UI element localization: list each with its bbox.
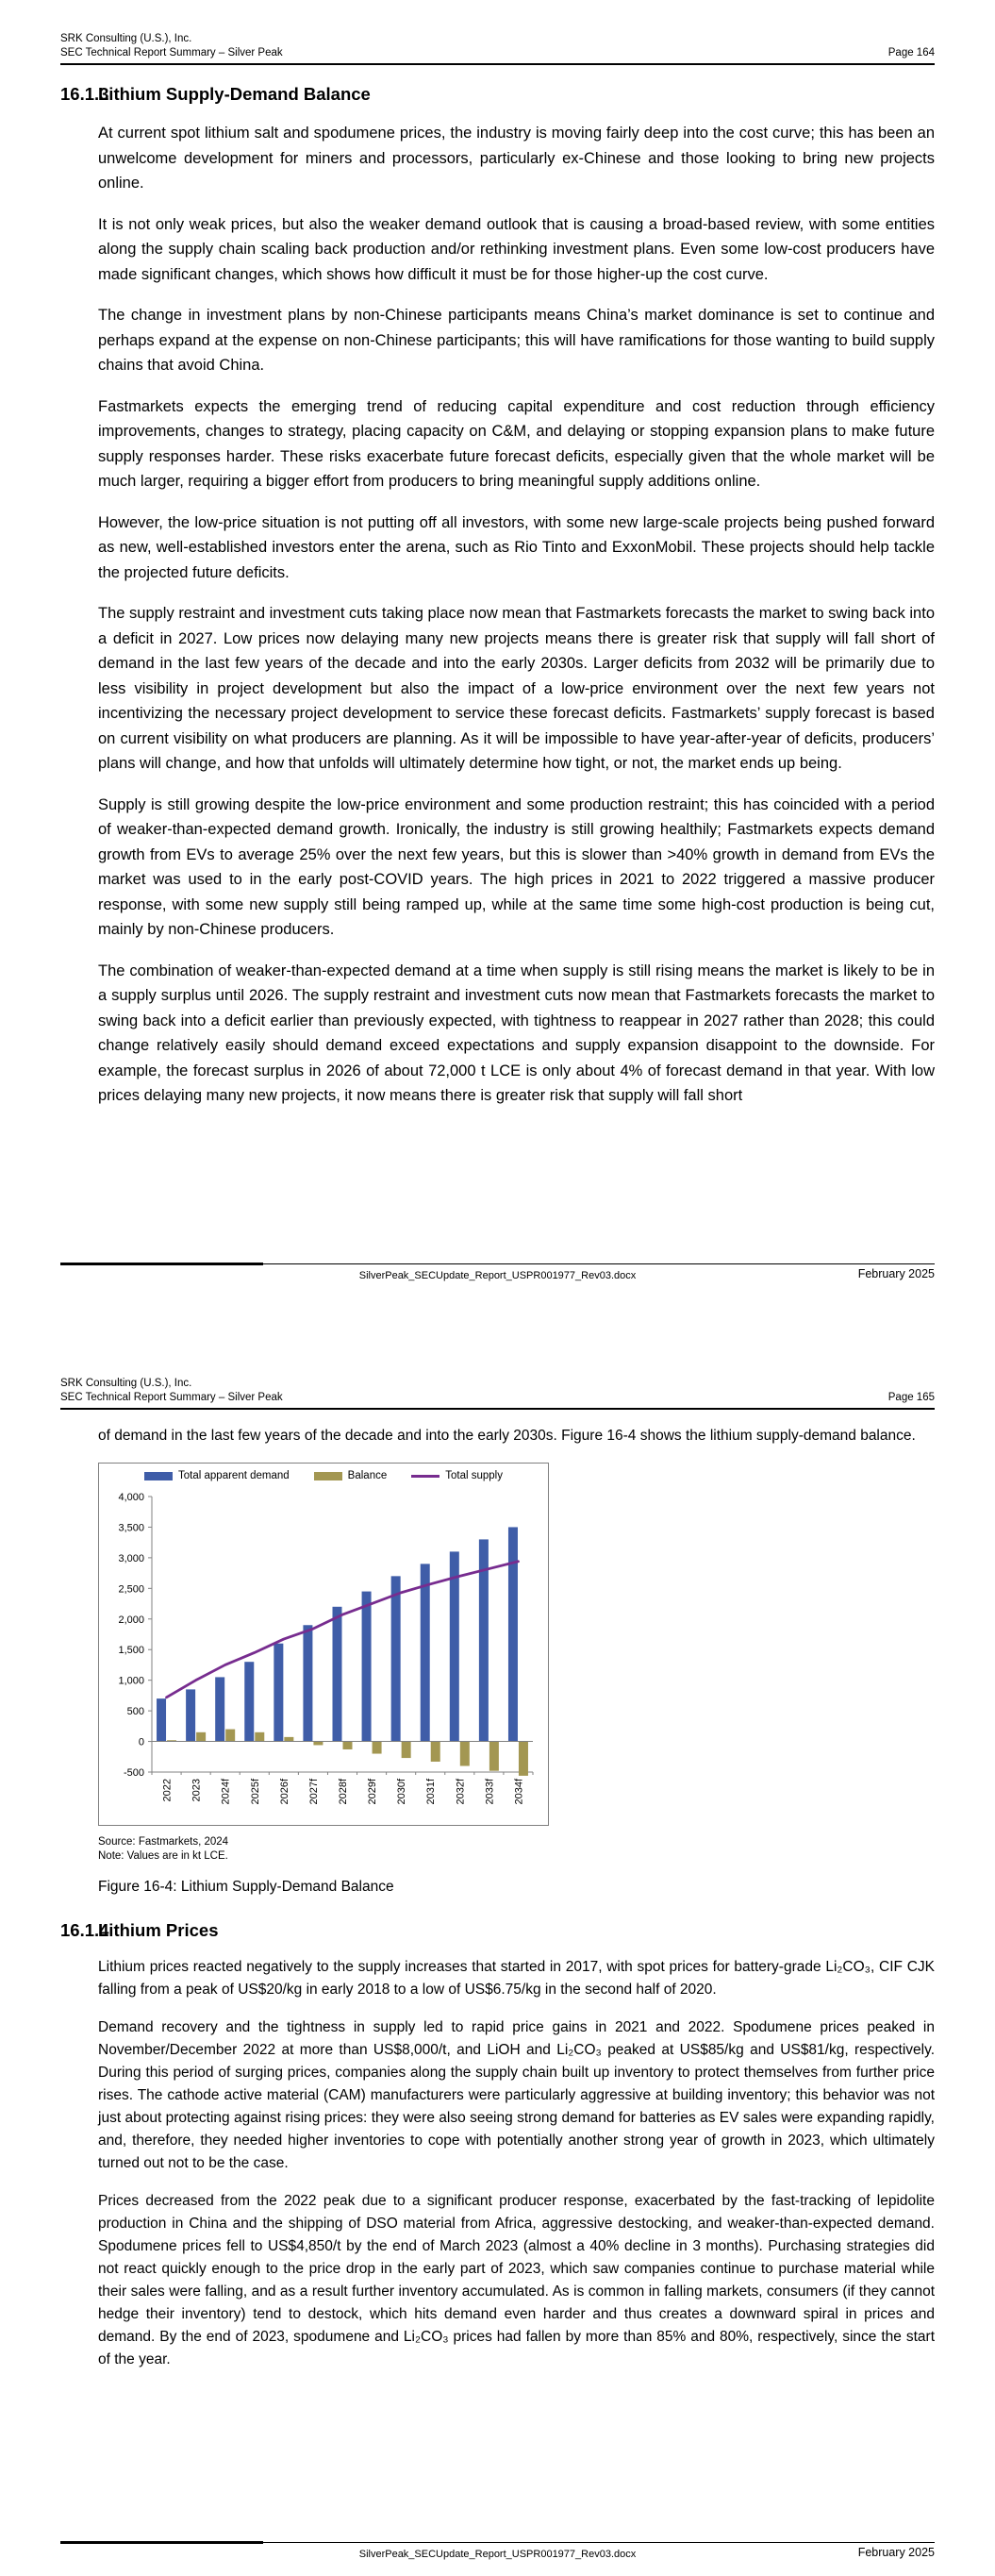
figure-note: Note: Values are in kt LCE. xyxy=(98,1850,228,1862)
svg-text:2028f: 2028f xyxy=(338,1778,349,1804)
page-header: SRK Consulting (U.S.), Inc. SEC Technica… xyxy=(60,1377,935,1410)
legend-bar-swatch xyxy=(313,1471,342,1480)
svg-text:3,500: 3,500 xyxy=(118,1522,144,1533)
supply-demand-chart: Total apparent demand Balance Total supply… xyxy=(98,1463,549,1826)
svg-text:2,500: 2,500 xyxy=(118,1583,144,1595)
paragraph: Supply is still growing despite the low-… xyxy=(98,795,935,939)
paragraph: It is not only weak prices, but also the… xyxy=(98,215,935,283)
paragraph: Prices decreased from the 2022 peak due … xyxy=(98,2193,935,2367)
svg-text:0: 0 xyxy=(139,1737,144,1748)
svg-text:2032f: 2032f xyxy=(455,1778,466,1804)
legend-item: Balance xyxy=(313,1470,388,1481)
page-165: SRK Consulting (U.S.), Inc. SEC Technica… xyxy=(0,1345,995,2576)
chart-svg: -500 0 500 1,000 1,500 2,000 2,500 3,000 3,500 4,… xyxy=(118,1492,534,1805)
paragraph: Demand recovery and the tightness in sup… xyxy=(98,2019,935,2171)
section-16-1-4-body: Lithium prices reacted negatively to the… xyxy=(60,1941,935,2371)
paragraph: The change in investment plans by non-Ch… xyxy=(98,307,935,374)
section-16-1-3-body: At current spot lithium salt and spodume… xyxy=(60,105,935,1109)
header-report-title: SEC Technical Report Summary – Silver Pe… xyxy=(60,1392,283,1403)
footer-filename: SilverPeak_SECUpdate_Report_USPR001977_R… xyxy=(358,1270,637,1281)
footer-date: February 2025 xyxy=(857,1267,935,1280)
section-title: Lithium Prices xyxy=(98,1920,219,1940)
section-heading-16-1-4: 16.1.4 Lithium Prices xyxy=(60,1920,935,1941)
svg-text:2031f: 2031f xyxy=(425,1778,437,1804)
legend-line-swatch xyxy=(411,1474,440,1478)
section-number: 16.1.4 xyxy=(60,1920,109,1940)
svg-text:2026f: 2026f xyxy=(279,1778,290,1804)
header-company: SRK Consulting (U.S.), Inc. xyxy=(60,1378,192,1389)
svg-text:2022: 2022 xyxy=(162,1779,174,1801)
svg-text:2029f: 2029f xyxy=(367,1778,378,1804)
legend-label: Total apparent demand xyxy=(178,1470,290,1481)
figure-16-4: Total apparent demand Balance Total supply… xyxy=(98,1463,935,1826)
paragraph: Lithium prices reacted negatively to the… xyxy=(98,1959,935,1998)
paragraph: However, the low-price situation is not … xyxy=(98,513,935,581)
section-heading-16-1-3: 16.1.3 Lithium Supply-Demand Balance xyxy=(60,84,935,105)
svg-text:2030f: 2030f xyxy=(396,1778,407,1804)
page-gap xyxy=(0,1297,995,1345)
svg-text:2023: 2023 xyxy=(191,1779,203,1801)
svg-text:4,000: 4,000 xyxy=(118,1492,144,1503)
footer-date: February 2025 xyxy=(857,2546,935,2559)
svg-text:3,000: 3,000 xyxy=(118,1553,144,1564)
page-header: SRK Consulting (U.S.), Inc. SEC Technica… xyxy=(60,32,935,65)
svg-text:1,000: 1,000 xyxy=(118,1676,144,1687)
svg-text:-500: -500 xyxy=(124,1767,144,1779)
footer-filename: SilverPeak_SECUpdate_Report_USPR001977_R… xyxy=(358,2549,637,2560)
section-title: Lithium Supply-Demand Balance xyxy=(98,84,371,104)
svg-text:1,500: 1,500 xyxy=(118,1645,144,1656)
legend-item: Total supply xyxy=(411,1470,503,1481)
footer-rule xyxy=(60,1263,935,1265)
paragraph: The combination of weaker-than-expected … xyxy=(98,962,935,1105)
page-footer: SilverPeak_SECUpdate_Report_USPR001977_R… xyxy=(60,2541,935,2561)
figure-caption: Figure 16-4: Lithium Supply-Demand Balan… xyxy=(98,1879,394,1895)
svg-text:2027f: 2027f xyxy=(308,1778,320,1804)
legend-item: Total apparent demand xyxy=(144,1470,290,1481)
footer-rule xyxy=(60,2541,935,2544)
page-164: SRK Consulting (U.S.), Inc. SEC Technica… xyxy=(60,32,935,1282)
legend-label: Total supply xyxy=(445,1470,503,1481)
figure-meta: Source: Fastmarkets, 2024 Note: Values a… xyxy=(98,1835,935,1864)
figure-source: Source: Fastmarkets, 2024 xyxy=(98,1836,229,1848)
header-company: SRK Consulting (U.S.), Inc. xyxy=(60,33,192,44)
page-footer: SilverPeak_SECUpdate_Report_USPR001977_R… xyxy=(60,1263,935,1282)
svg-text:2034f: 2034f xyxy=(513,1778,524,1804)
legend-bar-swatch xyxy=(144,1471,174,1480)
page-number: Page 165 xyxy=(887,1392,935,1403)
section-number: 16.1.3 xyxy=(60,84,109,104)
page-number: Page 164 xyxy=(887,47,935,59)
legend-label: Balance xyxy=(347,1470,388,1481)
svg-text:2033f: 2033f xyxy=(484,1778,495,1804)
continuation-paragraph: of demand in the last few years of the d… xyxy=(98,1428,916,1444)
paragraph: At current spot lithium salt and spodume… xyxy=(98,125,935,192)
paragraph: Fastmarkets expects the emerging trend o… xyxy=(98,397,935,491)
header-report-title: SEC Technical Report Summary – Silver Pe… xyxy=(60,47,283,59)
paragraph: The supply restraint and investment cuts… xyxy=(98,605,935,772)
svg-text:2025f: 2025f xyxy=(250,1778,261,1804)
svg-text:500: 500 xyxy=(127,1706,144,1717)
svg-text:2024f: 2024f xyxy=(221,1778,232,1804)
chart-plot-area: -500 0 500 1,000 1,500 2,000 2,500 3,000 3,500 4,… xyxy=(99,1483,548,1823)
svg-text:2,000: 2,000 xyxy=(118,1614,144,1626)
chart-legend: Total apparent demand Balance Total supply xyxy=(99,1468,548,1481)
